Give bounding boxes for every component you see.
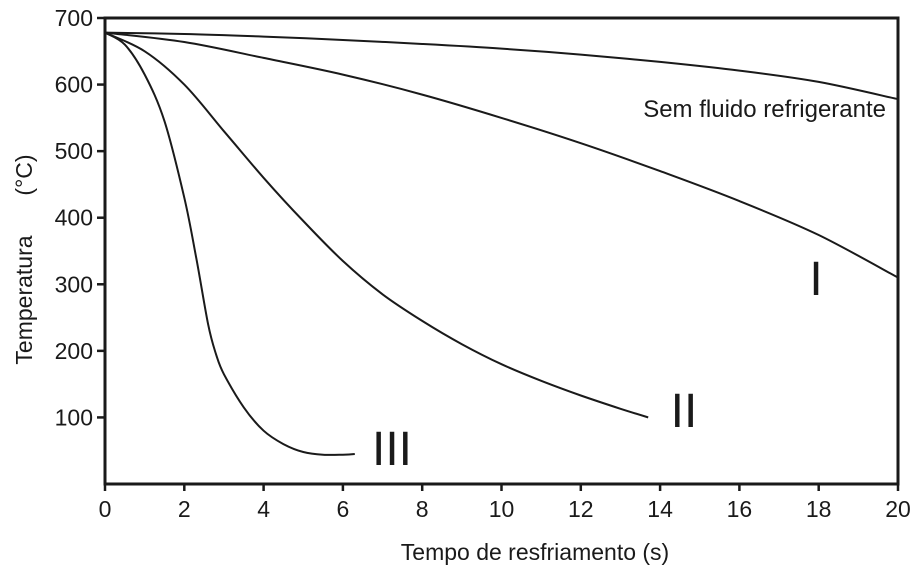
- y-tick-label: 300: [55, 271, 93, 297]
- y-tick-label: 500: [55, 138, 93, 164]
- y-tick-label: 600: [55, 72, 93, 98]
- x-tick-label: 4: [257, 496, 270, 522]
- y-tick-label: 100: [55, 404, 93, 430]
- curve-sem-fluido: [104, 31, 899, 101]
- curve-I: [104, 31, 899, 279]
- x-tick-label: 18: [806, 496, 832, 522]
- y-tick-label: 200: [55, 338, 93, 364]
- y-axis-title: Temperatura: [11, 235, 37, 364]
- series-label-sem-fluido: Sem fluido refrigerante: [643, 96, 886, 123]
- x-axis-ticks: 0 2 4 6 8 10 12 14 16 18 20: [99, 484, 911, 522]
- series-label-I: I: [809, 253, 822, 306]
- y-axis-ticks: 100 200 300 400 500 600 700: [55, 5, 105, 430]
- x-tick-label: 14: [647, 496, 673, 522]
- x-tick-label: 16: [727, 496, 753, 522]
- series-label-III: III: [372, 423, 412, 476]
- y-axis-unit: (°C): [11, 154, 37, 195]
- plot-frame: [103, 16, 900, 486]
- x-tick-label: 8: [416, 496, 429, 522]
- curve-II: [104, 31, 649, 419]
- x-tick-label: 20: [885, 496, 911, 522]
- series-label-II: II: [671, 385, 698, 438]
- x-axis-title: Tempo de resfriamento (s): [401, 539, 669, 565]
- x-tick-label: 12: [568, 496, 594, 522]
- x-tick-label: 0: [99, 496, 112, 522]
- y-tick-label: 400: [55, 205, 93, 231]
- y-tick-label: 700: [55, 5, 93, 31]
- curve-III: [104, 31, 355, 456]
- x-tick-label: 2: [178, 496, 191, 522]
- x-tick-label: 10: [489, 496, 515, 522]
- curves: [104, 31, 899, 456]
- x-tick-label: 6: [337, 496, 350, 522]
